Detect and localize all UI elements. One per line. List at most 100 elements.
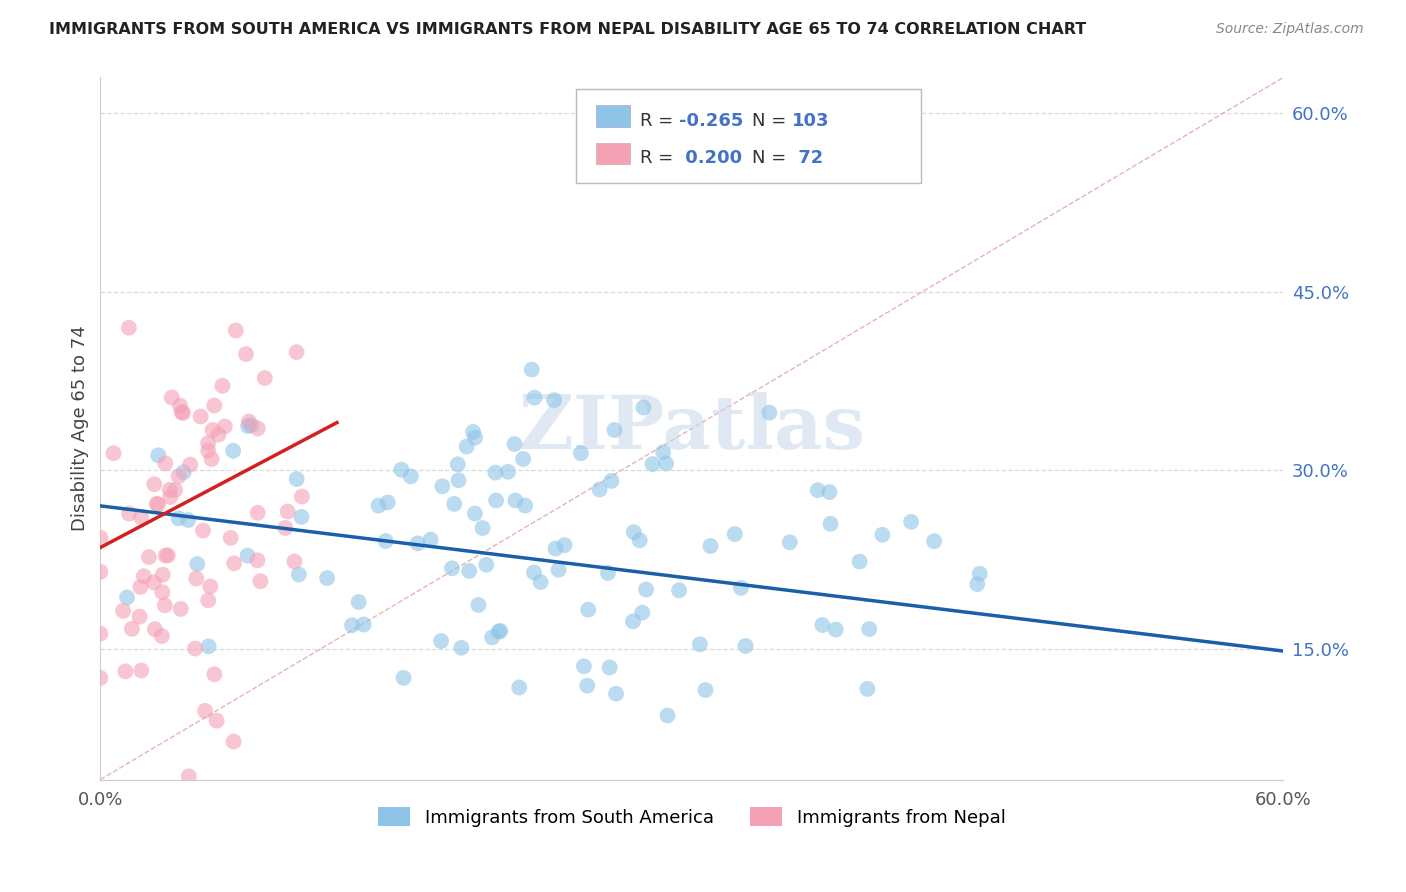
Point <box>142 575 165 590</box>
Point <box>481 631 503 645</box>
Point <box>132 569 155 583</box>
Point <box>515 499 537 513</box>
Point <box>529 575 551 590</box>
Point <box>150 629 173 643</box>
Point <box>374 533 396 548</box>
Point <box>588 483 610 497</box>
Point <box>211 379 233 393</box>
Point <box>201 423 224 437</box>
Point <box>657 708 679 723</box>
Point <box>699 539 721 553</box>
Point <box>169 399 191 413</box>
Point <box>205 714 228 728</box>
Point <box>689 637 711 651</box>
Text: -0.265: -0.265 <box>679 112 744 129</box>
Point <box>447 474 470 488</box>
Point <box>186 572 208 586</box>
Point <box>543 393 565 408</box>
Point <box>523 566 546 580</box>
Point <box>155 549 177 563</box>
Point <box>167 511 190 525</box>
Point <box>488 624 510 639</box>
Point <box>467 598 489 612</box>
Point <box>367 499 389 513</box>
Point <box>131 664 153 678</box>
Point <box>485 493 508 508</box>
Point <box>214 419 236 434</box>
Point <box>820 516 842 531</box>
Point <box>858 622 880 636</box>
Point <box>207 427 229 442</box>
Point <box>458 564 481 578</box>
Point <box>222 557 245 571</box>
Point <box>235 347 257 361</box>
Text: 72: 72 <box>792 149 823 167</box>
Text: ZIPatlas: ZIPatlas <box>519 392 865 465</box>
Point <box>392 671 415 685</box>
Point <box>389 463 412 477</box>
Point <box>249 574 271 589</box>
Point <box>115 591 138 605</box>
Point <box>489 624 512 638</box>
Point <box>190 409 212 424</box>
Point <box>184 641 207 656</box>
Point <box>811 618 834 632</box>
Point <box>152 585 174 599</box>
Point <box>129 580 152 594</box>
Point <box>652 445 675 459</box>
Point <box>219 531 242 545</box>
Point <box>274 521 297 535</box>
Point <box>544 541 567 556</box>
Point <box>277 504 299 518</box>
Text: R =: R = <box>640 149 679 167</box>
Y-axis label: Disability Age 65 to 74: Disability Age 65 to 74 <box>72 326 89 532</box>
Point <box>253 371 276 385</box>
Point <box>246 506 269 520</box>
Point <box>186 557 208 571</box>
Point <box>246 553 269 567</box>
Point <box>655 457 678 471</box>
Point <box>758 406 780 420</box>
Point <box>631 606 654 620</box>
Point <box>818 485 841 500</box>
Point <box>240 418 263 433</box>
Point <box>170 405 193 419</box>
Point <box>554 538 576 552</box>
Point <box>165 483 187 498</box>
Point <box>922 534 945 549</box>
Point <box>285 472 308 486</box>
Text: N =: N = <box>752 112 792 129</box>
Point <box>576 679 599 693</box>
Point <box>152 567 174 582</box>
Point <box>605 687 627 701</box>
Point <box>129 510 152 524</box>
Point <box>156 549 179 563</box>
Point <box>505 493 527 508</box>
Text: R =: R = <box>640 112 679 129</box>
Point <box>89 671 111 685</box>
Point <box>159 490 181 504</box>
Text: 0.200: 0.200 <box>679 149 742 167</box>
Point <box>576 602 599 616</box>
Point <box>179 458 201 472</box>
Point <box>900 515 922 529</box>
Point <box>547 563 569 577</box>
Point <box>128 609 150 624</box>
Point <box>202 399 225 413</box>
Legend: Immigrants from South America, Immigrants from Nepal: Immigrants from South America, Immigrant… <box>371 800 1012 834</box>
Point <box>118 507 141 521</box>
Point <box>641 457 664 471</box>
Point <box>779 535 801 549</box>
Point <box>461 425 484 439</box>
Text: 103: 103 <box>792 112 830 129</box>
Point <box>603 423 626 437</box>
Point <box>464 507 486 521</box>
Point <box>89 531 111 545</box>
Point <box>291 490 314 504</box>
Point <box>399 469 422 483</box>
Point <box>695 683 717 698</box>
Text: Source: ZipAtlas.com: Source: ZipAtlas.com <box>1216 22 1364 37</box>
Point <box>236 419 259 434</box>
Point <box>432 479 454 493</box>
Point <box>118 320 141 334</box>
